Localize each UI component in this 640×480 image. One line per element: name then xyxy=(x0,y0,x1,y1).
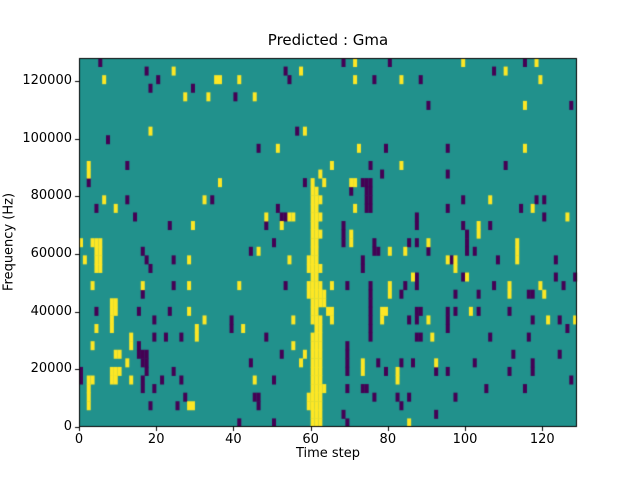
y-tick-label: 60000 xyxy=(30,246,72,262)
y-tick-label: 100000 xyxy=(22,130,72,146)
x-tick-label: 40 xyxy=(225,432,242,447)
x-tick-label: 120 xyxy=(529,432,555,447)
y-tick-label: 80000 xyxy=(30,188,72,204)
plot-title: Predicted : Gma xyxy=(267,31,389,49)
x-tick-label: 80 xyxy=(379,432,397,447)
x-tick-label: 20 xyxy=(147,432,165,447)
x-axis-label: Time step xyxy=(295,446,361,461)
y-axis-label: Frequency (Hz) xyxy=(1,192,17,292)
y-tick-label: 120000 xyxy=(22,73,72,89)
x-tick-label: 100 xyxy=(452,432,478,447)
x-tick-label: 60 xyxy=(302,432,319,447)
x-tick-label: 0 xyxy=(74,432,84,447)
y-tick-label: 40000 xyxy=(30,303,72,319)
y-tick-label: 20000 xyxy=(30,361,72,377)
y-tick-label: 0 xyxy=(63,419,72,434)
